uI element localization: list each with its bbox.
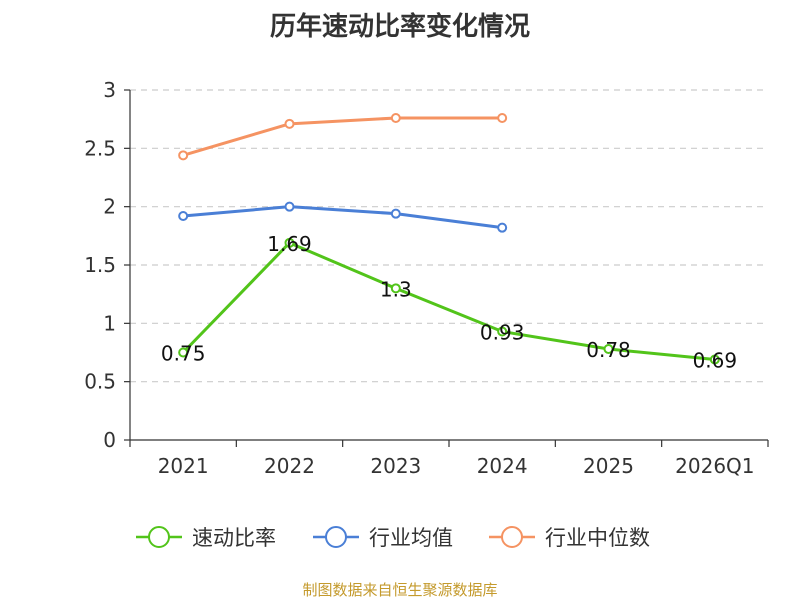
grid-layer xyxy=(130,89,768,383)
data-label: 0.69 xyxy=(693,349,738,373)
data-point xyxy=(390,283,401,294)
data-point xyxy=(284,118,295,129)
y-tick-label: 3 xyxy=(103,78,116,102)
data-point xyxy=(390,208,401,219)
data-point xyxy=(178,150,189,161)
data-label: 0.93 xyxy=(480,321,525,345)
y-tick-label: 1 xyxy=(103,311,116,335)
data-label: 1.69 xyxy=(267,232,312,256)
legend-marker xyxy=(148,526,170,548)
x-tick-label: 2022 xyxy=(264,454,315,478)
data-label: 0.78 xyxy=(586,338,631,362)
data-point xyxy=(603,344,614,354)
label-layer: 0.75 1.69 1.3 0.93 0.78 0.69 xyxy=(161,232,737,373)
legend-marker xyxy=(501,526,523,548)
axis-layer: 0 0.5 1 1.5 2 2.5 3 2021 2022 2023 2024 2025 2026Q1 xyxy=(84,78,769,478)
x-tick-label: 2026Q1 xyxy=(675,454,754,478)
y-tick-label: 2 xyxy=(103,195,116,219)
y-tick-label: 2.5 xyxy=(84,136,116,160)
data-label: 0.75 xyxy=(161,342,206,366)
data-label: 1.3 xyxy=(380,277,412,301)
x-tick-label: 2023 xyxy=(370,454,421,478)
y-tick-label: 1.5 xyxy=(84,253,116,277)
data-point xyxy=(390,113,401,123)
legend-label: 速动比率 xyxy=(192,526,276,550)
legend-label: 行业均值 xyxy=(369,526,453,550)
data-point xyxy=(284,201,295,212)
y-tick-label: 0 xyxy=(103,428,116,452)
series-line-2 xyxy=(181,116,504,157)
series-line-0 xyxy=(181,241,717,361)
y-tick-label: 0.5 xyxy=(84,370,116,394)
legend-marker xyxy=(325,526,347,548)
data-point xyxy=(284,237,295,248)
chart-title: 历年速动比率变化情况 xyxy=(269,12,530,42)
x-tick-label: 2021 xyxy=(158,454,209,478)
data-point xyxy=(178,211,189,221)
legend-layer: 速动比率 行业均值 行业中位数 xyxy=(136,526,650,550)
data-source-note: 制图数据来自恒生聚源数据库 xyxy=(302,581,498,599)
data-point xyxy=(497,222,508,233)
data-point xyxy=(497,326,508,337)
x-tick-label: 2025 xyxy=(583,454,634,478)
legend-label: 行业中位数 xyxy=(545,526,650,550)
x-tick-label: 2024 xyxy=(477,454,528,478)
data-point xyxy=(497,113,508,123)
series-layer xyxy=(178,113,720,365)
data-point xyxy=(709,354,720,365)
series-line-1 xyxy=(181,205,504,230)
data-point xyxy=(178,347,189,358)
